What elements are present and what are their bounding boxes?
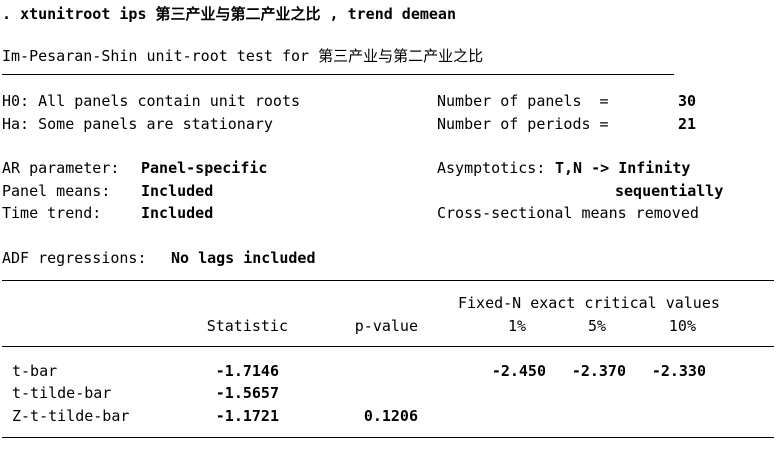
row-name: Z-t-tilde-bar — [12, 407, 130, 425]
hypothesis-ha: Ha: Some panels are stationary — [2, 115, 273, 133]
adf-label: ADF regressions: — [2, 249, 147, 267]
panel-means-value: Included — [141, 182, 214, 200]
row-statistic: -1.7146 — [215, 362, 279, 380]
row-name: t-tilde-bar — [12, 384, 112, 402]
critical-values-header: Fixed-N exact critical values — [458, 294, 720, 312]
asymptotics-value-2: sequentially — [615, 182, 724, 200]
test-title: Im-Pesaran-Shin unit-root test for 第三产业与… — [2, 47, 484, 65]
adf-value: No lags included — [171, 249, 316, 267]
hypothesis-h0: H0: All panels contain unit roots — [2, 92, 301, 110]
header-statistic: Statistic — [206, 317, 288, 335]
panels-label: Number of panels = — [437, 92, 609, 110]
periods-label: Number of periods = — [437, 115, 609, 133]
periods-value: 21 — [677, 115, 696, 133]
command-line: . xtunitroot ips 第三产业与第二产业之比 , trend dem… — [2, 4, 456, 24]
time-trend-value: Included — [141, 204, 214, 222]
panel-means-label: Panel means: — [2, 182, 111, 200]
ar-parameter-value: Panel-specific — [141, 159, 268, 177]
table-top-rule — [2, 280, 774, 281]
command-prefix: . — [2, 5, 12, 23]
cross-sectional-note: Cross-sectional means removed — [437, 204, 699, 222]
title-underline — [2, 74, 674, 75]
panels-value: 30 — [677, 92, 696, 110]
asymptotics-value: T,N -> Infinity — [555, 159, 691, 177]
header-10pct: 10% — [668, 317, 696, 335]
table-header-rule — [2, 346, 774, 347]
ar-parameter-label: AR parameter: — [2, 159, 120, 177]
row-crit-10: -2.330 — [651, 362, 706, 380]
header-pvalue: p-value — [354, 317, 418, 335]
row-name: t-bar — [12, 362, 58, 380]
command-text: xtunitroot ips 第三产业与第二产业之比 , trend demea… — [20, 5, 456, 23]
asymptotics-label: Asymptotics: — [437, 159, 546, 177]
header-1pct: 1% — [507, 317, 526, 335]
row-crit-1: -2.450 — [491, 362, 546, 380]
row-statistic: -1.5657 — [215, 384, 279, 402]
row-crit-5: -2.370 — [571, 362, 626, 380]
table-bottom-rule — [2, 437, 774, 438]
row-statistic: -1.1721 — [215, 407, 279, 425]
header-5pct: 5% — [587, 317, 606, 335]
time-trend-label: Time trend: — [2, 204, 102, 222]
row-pvalue: 0.1206 — [363, 407, 418, 425]
